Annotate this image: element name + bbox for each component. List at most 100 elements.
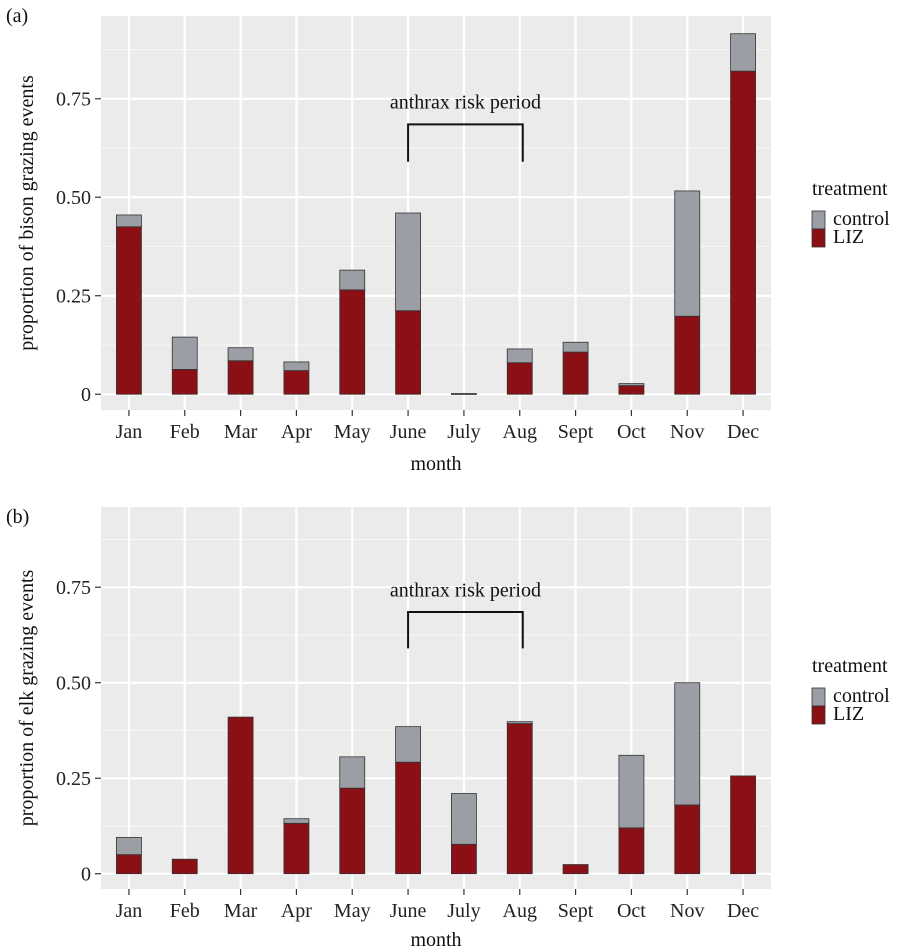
bar-control-jan: [116, 214, 142, 228]
legend-key-control: [811, 210, 826, 230]
bar-liz-nov: [674, 315, 701, 395]
bar-control-apr: [283, 818, 310, 824]
x-tick-label-dec: Dec: [727, 421, 759, 443]
x-tick-label-jan: Jan: [116, 421, 143, 443]
bar-control-july: [451, 793, 477, 845]
x-tick-label-feb: Feb: [170, 900, 200, 922]
plot-background: [101, 507, 771, 889]
x-tick-label-oct: Oct: [617, 421, 646, 443]
bar-liz-mar: [227, 716, 254, 875]
legend-label-control: control: [833, 685, 890, 707]
bar-control-oct: [618, 383, 645, 386]
x-tick-label-may: May: [334, 421, 371, 443]
x-tick-label-nov: Nov: [670, 900, 704, 922]
panel-b: 0 0.25 0.50 0.75 Jan Feb Mar Apr May June July Aug S…: [6, 506, 890, 951]
x-tick-label-sept: Sept: [558, 900, 594, 922]
risk-period-label: anthrax risk period: [390, 92, 541, 114]
y-axis-title: proportion of bison grazing events: [16, 75, 38, 351]
bar-liz-june: [395, 310, 421, 395]
x-tick-label-july: July: [447, 421, 480, 443]
bar-liz-sept: [562, 864, 589, 875]
y-tick-label: 0.50: [56, 673, 91, 695]
x-tick-label-june: June: [390, 900, 427, 922]
bar-control-june: [395, 212, 421, 312]
x-tick-label-mar: Mar: [224, 900, 258, 922]
bar-liz-sept: [562, 351, 589, 395]
y-tick-label: 0: [81, 384, 91, 406]
y-tick-label: 0.25: [56, 286, 91, 308]
y-tick-label: 0: [81, 864, 91, 886]
bar-liz-aug: [506, 362, 533, 395]
bar-liz-feb: [171, 369, 198, 395]
risk-period-bracket: [407, 123, 524, 162]
panel-label: (a): [6, 5, 28, 27]
bar-control-aug: [506, 721, 533, 724]
bar-liz-aug: [506, 723, 533, 875]
x-tick-label-apr: Apr: [281, 421, 312, 443]
plot-background: [101, 16, 771, 410]
bar-liz-jan: [116, 226, 142, 395]
bar-liz-may: [339, 289, 366, 395]
bar-control-apr: [283, 361, 310, 372]
legend-label-liz: LIZ: [833, 226, 864, 248]
bar-control-jan: [116, 837, 142, 856]
x-tick-label-sept: Sept: [558, 421, 594, 443]
bar-liz-dec: [730, 70, 756, 395]
bar-liz-july: [451, 843, 477, 875]
y-tick-label: 0.25: [56, 768, 91, 790]
bar-liz-apr: [283, 822, 310, 875]
legend-key-liz: [811, 228, 826, 248]
bar-liz-jan: [116, 854, 142, 875]
bar-liz-feb: [171, 858, 198, 875]
y-tick-label: 0.75: [56, 89, 91, 111]
risk-period-label: anthrax risk period: [390, 580, 541, 602]
panel-a: 0 0.25 0.50 0.75 Jan Feb Mar Apr May June July Aug S…: [6, 5, 890, 475]
bar-control-may: [339, 269, 366, 291]
bar-liz-june: [395, 761, 421, 875]
bar-control-dec: [730, 33, 756, 72]
y-tick-label: 0.75: [56, 577, 91, 599]
x-tick-label-july: July: [447, 900, 480, 922]
x-axis-title: month: [410, 453, 461, 475]
bar-control-july: [451, 393, 477, 395]
x-tick-label-dec: Dec: [727, 900, 759, 922]
x-tick-label-nov: Nov: [670, 421, 704, 443]
x-tick-label-may: May: [334, 900, 371, 922]
bar-control-sept: [562, 341, 589, 353]
panel-label: (b): [6, 506, 29, 528]
y-tick-label: 0.50: [56, 187, 91, 209]
bar-liz-mar: [227, 360, 254, 395]
x-tick-label-june: June: [390, 421, 427, 443]
bar-control-nov: [674, 190, 701, 317]
risk-period-bracket: [407, 611, 524, 649]
bar-control-aug: [506, 348, 533, 364]
x-tick-label-aug: Aug: [503, 900, 537, 922]
x-tick-label-mar: Mar: [224, 421, 258, 443]
bar-liz-dec: [730, 775, 756, 875]
bar-control-may: [339, 756, 366, 789]
legend-title: treatment: [812, 178, 888, 200]
bar-liz-oct: [618, 385, 645, 395]
x-tick-label-jan: Jan: [116, 900, 143, 922]
bar-control-feb: [171, 336, 198, 370]
x-tick-label-apr: Apr: [281, 900, 312, 922]
bar-control-mar: [227, 347, 254, 362]
legend-key-control: [811, 687, 826, 707]
legend-title: treatment: [812, 655, 888, 677]
bar-liz-may: [339, 787, 366, 875]
bar-liz-apr: [283, 370, 310, 395]
x-axis-title: month: [410, 929, 461, 951]
y-axis-title: proportion of elk grazing events: [16, 569, 38, 826]
legend-key-liz: [811, 705, 826, 725]
bar-control-oct: [618, 754, 645, 829]
bar-control-june: [395, 726, 421, 763]
legend-label-liz: LIZ: [833, 703, 864, 725]
x-tick-label-feb: Feb: [170, 421, 200, 443]
bar-control-nov: [674, 682, 701, 806]
legend-label-control: control: [833, 208, 890, 230]
bar-liz-oct: [618, 827, 645, 875]
x-tick-label-oct: Oct: [617, 900, 646, 922]
bar-liz-nov: [674, 804, 701, 875]
x-tick-label-aug: Aug: [503, 421, 537, 443]
